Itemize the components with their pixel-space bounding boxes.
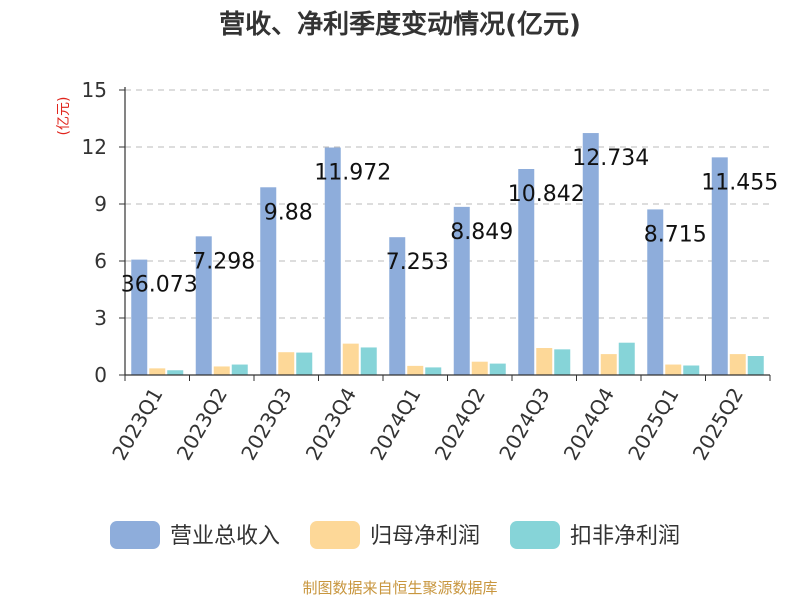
bar-2024Q4-series-2[interactable]: [618, 342, 635, 375]
bar-2024Q3-series-0[interactable]: [518, 169, 535, 375]
data-label: 12.734: [572, 146, 649, 171]
legend-swatch-2[interactable]: [510, 521, 560, 549]
chart-title: 营收、净利季度变动情况(亿元): [219, 9, 581, 40]
legend-label-2[interactable]: 扣非净利润: [570, 524, 680, 549]
bar-2024Q2-series-1[interactable]: [471, 361, 488, 375]
bar-2024Q1-series-0[interactable]: [389, 237, 406, 375]
bar-2023Q3-series-2[interactable]: [296, 352, 313, 375]
y-tick-label: 3: [94, 306, 107, 330]
data-label: 8.849: [450, 220, 513, 245]
bar-2024Q1-series-1[interactable]: [407, 365, 424, 375]
bar-2025Q2-series-0[interactable]: [711, 157, 728, 375]
y-tick-label: 15: [82, 78, 107, 102]
y-tick-label: 9: [94, 192, 107, 216]
bar-2024Q4-series-1[interactable]: [600, 354, 617, 375]
legend-label-0[interactable]: 营业总收入: [170, 524, 280, 549]
bar-2023Q4-series-0[interactable]: [324, 147, 341, 375]
bar-2023Q1-series-1[interactable]: [149, 368, 166, 375]
legend-swatch-0[interactable]: [110, 521, 160, 549]
bar-2023Q3-series-0[interactable]: [260, 187, 277, 375]
source-credit: 制图数据来自恒生聚源数据库: [302, 579, 497, 597]
bar-2023Q3-series-1[interactable]: [278, 352, 295, 375]
y-tick-label: 12: [82, 135, 107, 159]
data-label: 7.298: [192, 249, 255, 274]
y-tick-label: 0: [94, 363, 107, 387]
data-label: 8.715: [644, 222, 707, 247]
bar-2024Q2-series-2[interactable]: [489, 363, 506, 375]
data-label: 36.073: [121, 273, 198, 298]
bar-2024Q4-series-0[interactable]: [582, 133, 599, 375]
x-tick-label: 2024Q3: [494, 384, 554, 465]
data-label: 11.972: [314, 161, 391, 186]
bar-2023Q2-series-0[interactable]: [195, 236, 212, 375]
x-tick-label: 2023Q1: [107, 384, 167, 465]
bar-2024Q3-series-1[interactable]: [536, 348, 553, 375]
data-label: 11.455: [701, 170, 778, 195]
bar-2023Q4-series-2[interactable]: [360, 347, 377, 375]
x-tick-label: 2024Q4: [559, 384, 619, 465]
x-tick-label: 2023Q2: [172, 384, 232, 465]
bar-2025Q2-series-1[interactable]: [729, 354, 746, 375]
bar-2024Q2-series-0[interactable]: [453, 206, 470, 375]
bar-2025Q1-series-1[interactable]: [665, 364, 682, 375]
legend-label-1[interactable]: 归母净利润: [370, 524, 480, 549]
bar-2023Q4-series-1[interactable]: [342, 343, 359, 375]
grid-lines: [125, 89, 770, 319]
data-label: 9.88: [264, 200, 313, 225]
data-label: 7.253: [386, 250, 449, 275]
x-tick-label: 2023Q4: [301, 384, 361, 465]
bar-2023Q2-series-2[interactable]: [231, 364, 248, 375]
x-tick-label: 2024Q2: [430, 384, 490, 465]
bar-2024Q3-series-2[interactable]: [554, 349, 571, 375]
bar-2025Q2-series-2[interactable]: [747, 356, 764, 375]
x-tick-label: 2025Q2: [688, 384, 748, 465]
bar-2025Q1-series-0[interactable]: [647, 209, 664, 375]
legend[interactable]: 营业总收入 归母净利润 扣非净利润: [110, 521, 680, 549]
x-tick-label: 2024Q1: [365, 384, 425, 465]
x-tick-label: 2025Q1: [623, 384, 683, 465]
bar-2023Q2-series-1[interactable]: [213, 366, 230, 375]
x-tick-label: 2023Q3: [236, 384, 296, 465]
bar-series: [131, 133, 764, 375]
bar-2023Q1-series-2[interactable]: [167, 370, 184, 375]
data-label: 10.842: [508, 182, 585, 207]
y-tick-label: 6: [94, 249, 107, 273]
y-axis-unit-label: (亿元): [56, 97, 72, 136]
bar-2024Q1-series-2[interactable]: [425, 367, 442, 375]
bar-2023Q1-series-0[interactable]: [131, 259, 148, 375]
bar-2025Q1-series-2[interactable]: [683, 365, 700, 376]
legend-swatch-1[interactable]: [310, 521, 360, 549]
